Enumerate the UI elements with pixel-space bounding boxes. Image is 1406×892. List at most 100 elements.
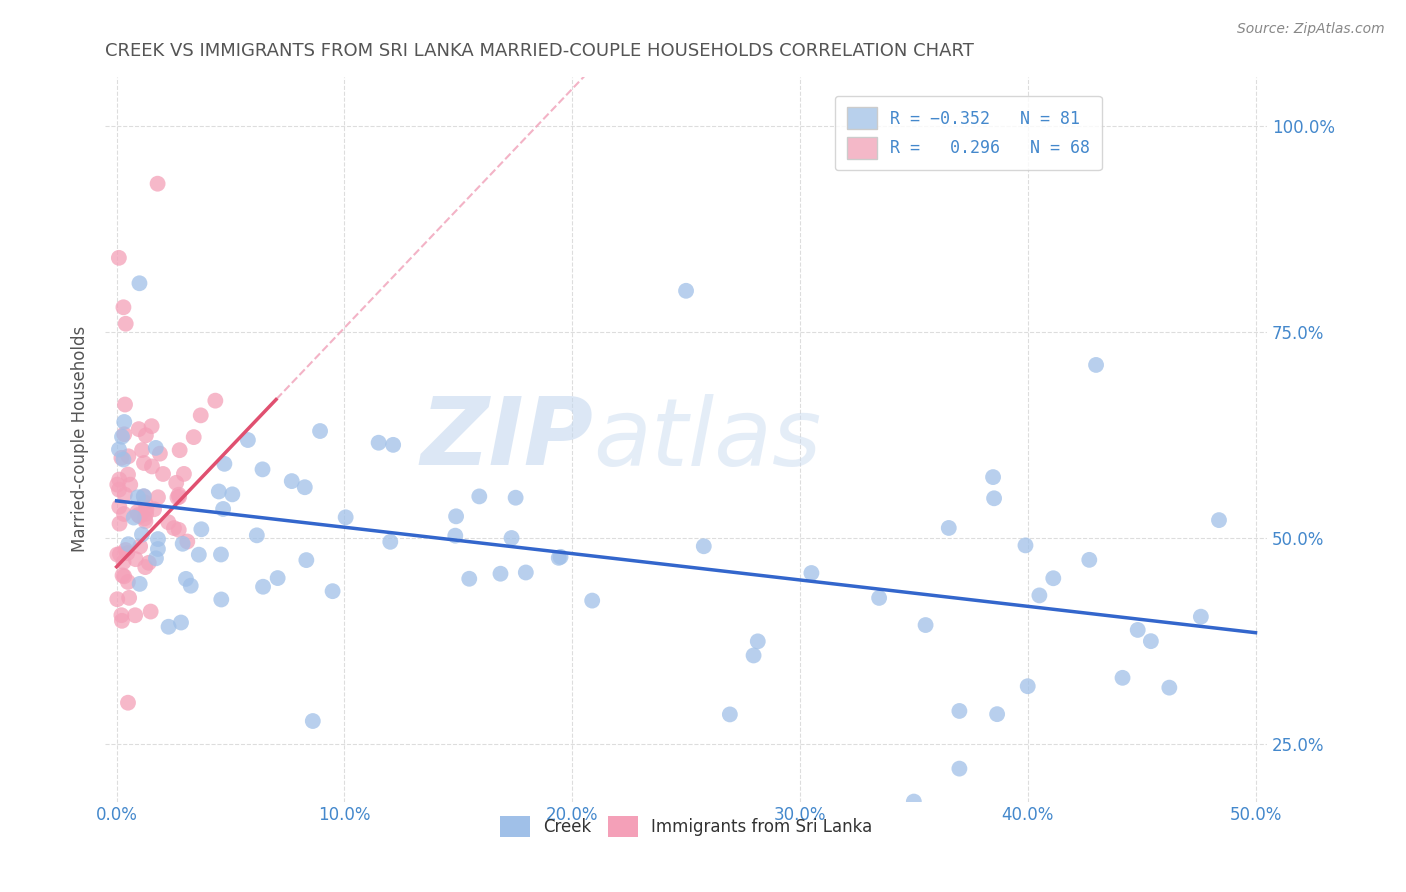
Immigrants from Sri Lanka xyxy=(128,509,150,524)
Creek xyxy=(1014,538,1036,552)
Immigrants from Sri Lanka xyxy=(139,605,162,619)
Creek xyxy=(146,541,169,556)
Immigrants from Sri Lanka xyxy=(134,511,156,525)
Text: Source: ZipAtlas.com: Source: ZipAtlas.com xyxy=(1237,22,1385,37)
Immigrants from Sri Lanka xyxy=(204,393,226,408)
Creek xyxy=(190,522,212,536)
Creek xyxy=(122,510,145,524)
Creek xyxy=(515,566,537,580)
Immigrants from Sri Lanka xyxy=(169,443,191,458)
Immigrants from Sri Lanka xyxy=(108,251,131,265)
Immigrants from Sri Lanka xyxy=(132,456,155,470)
Immigrants from Sri Lanka xyxy=(127,505,149,519)
Immigrants from Sri Lanka xyxy=(131,443,153,458)
Creek xyxy=(948,762,970,776)
Creek xyxy=(295,553,318,567)
Text: ZIP: ZIP xyxy=(420,393,593,485)
Immigrants from Sri Lanka xyxy=(143,502,166,516)
Creek xyxy=(322,584,344,599)
Creek xyxy=(209,548,232,562)
Creek xyxy=(335,510,357,524)
Immigrants from Sri Lanka xyxy=(149,447,172,461)
Creek xyxy=(252,580,274,594)
Immigrants from Sri Lanka xyxy=(117,450,139,464)
Creek xyxy=(132,489,155,503)
Immigrants from Sri Lanka xyxy=(141,459,163,474)
Immigrants from Sri Lanka xyxy=(141,419,163,434)
Creek xyxy=(112,452,135,467)
Immigrants from Sri Lanka xyxy=(146,177,169,191)
Creek xyxy=(246,528,269,542)
Creek xyxy=(489,566,512,581)
Creek xyxy=(1111,671,1133,685)
Creek xyxy=(128,577,150,591)
Immigrants from Sri Lanka xyxy=(173,467,195,481)
Creek xyxy=(236,433,259,447)
Immigrants from Sri Lanka xyxy=(114,398,136,412)
Immigrants from Sri Lanka xyxy=(135,502,157,516)
Creek xyxy=(108,442,131,457)
Immigrants from Sri Lanka xyxy=(183,430,205,444)
Creek xyxy=(209,592,232,607)
Creek xyxy=(1208,513,1230,527)
Creek xyxy=(301,714,323,728)
Immigrants from Sri Lanka xyxy=(108,473,131,487)
Creek xyxy=(868,591,890,605)
Creek xyxy=(1126,623,1149,637)
Immigrants from Sri Lanka xyxy=(146,490,169,504)
Immigrants from Sri Lanka xyxy=(105,592,128,607)
Immigrants from Sri Lanka xyxy=(134,495,156,509)
Immigrants from Sri Lanka xyxy=(105,548,128,562)
Creek xyxy=(1078,553,1101,567)
Creek xyxy=(367,435,389,450)
Immigrants from Sri Lanka xyxy=(165,475,187,490)
Creek xyxy=(146,532,169,546)
Immigrants from Sri Lanka xyxy=(112,569,135,583)
Text: CREEK VS IMMIGRANTS FROM SRI LANKA MARRIED-COUPLE HOUSEHOLDS CORRELATION CHART: CREEK VS IMMIGRANTS FROM SRI LANKA MARRI… xyxy=(105,42,974,60)
Creek xyxy=(1140,634,1163,648)
Immigrants from Sri Lanka xyxy=(124,608,146,623)
Immigrants from Sri Lanka xyxy=(176,534,198,549)
Immigrants from Sri Lanka xyxy=(135,507,157,521)
Immigrants from Sri Lanka xyxy=(111,614,134,628)
Creek xyxy=(444,509,467,524)
Immigrants from Sri Lanka xyxy=(138,556,160,570)
Creek xyxy=(187,548,209,562)
Immigrants from Sri Lanka xyxy=(125,552,148,566)
Creek xyxy=(145,551,167,566)
Creek xyxy=(444,529,467,543)
Creek xyxy=(914,618,936,632)
Immigrants from Sri Lanka xyxy=(108,483,131,497)
Immigrants from Sri Lanka xyxy=(112,555,135,569)
Creek xyxy=(212,502,235,516)
Creek xyxy=(1189,609,1212,624)
Immigrants from Sri Lanka xyxy=(118,591,141,605)
Creek xyxy=(501,531,523,545)
Creek xyxy=(938,521,960,535)
Creek xyxy=(131,527,153,541)
Creek xyxy=(718,707,741,722)
Creek xyxy=(281,474,304,488)
Creek xyxy=(1159,681,1181,695)
Creek xyxy=(174,572,197,586)
Creek xyxy=(266,571,288,585)
Immigrants from Sri Lanka xyxy=(114,487,136,501)
Creek xyxy=(581,593,603,607)
Immigrants from Sri Lanka xyxy=(114,543,136,558)
Immigrants from Sri Lanka xyxy=(111,568,134,582)
Creek xyxy=(127,490,149,504)
Immigrants from Sri Lanka xyxy=(152,467,174,481)
Immigrants from Sri Lanka xyxy=(190,409,212,423)
Creek xyxy=(180,579,202,593)
Creek xyxy=(1085,358,1108,372)
Immigrants from Sri Lanka xyxy=(120,477,142,491)
Creek xyxy=(981,470,1004,484)
Immigrants from Sri Lanka xyxy=(117,696,139,710)
Creek xyxy=(986,707,1008,722)
Creek xyxy=(252,462,274,476)
Immigrants from Sri Lanka xyxy=(112,300,135,314)
Creek xyxy=(382,438,405,452)
Immigrants from Sri Lanka xyxy=(108,547,131,561)
Creek xyxy=(294,480,316,494)
Immigrants from Sri Lanka xyxy=(114,317,136,331)
